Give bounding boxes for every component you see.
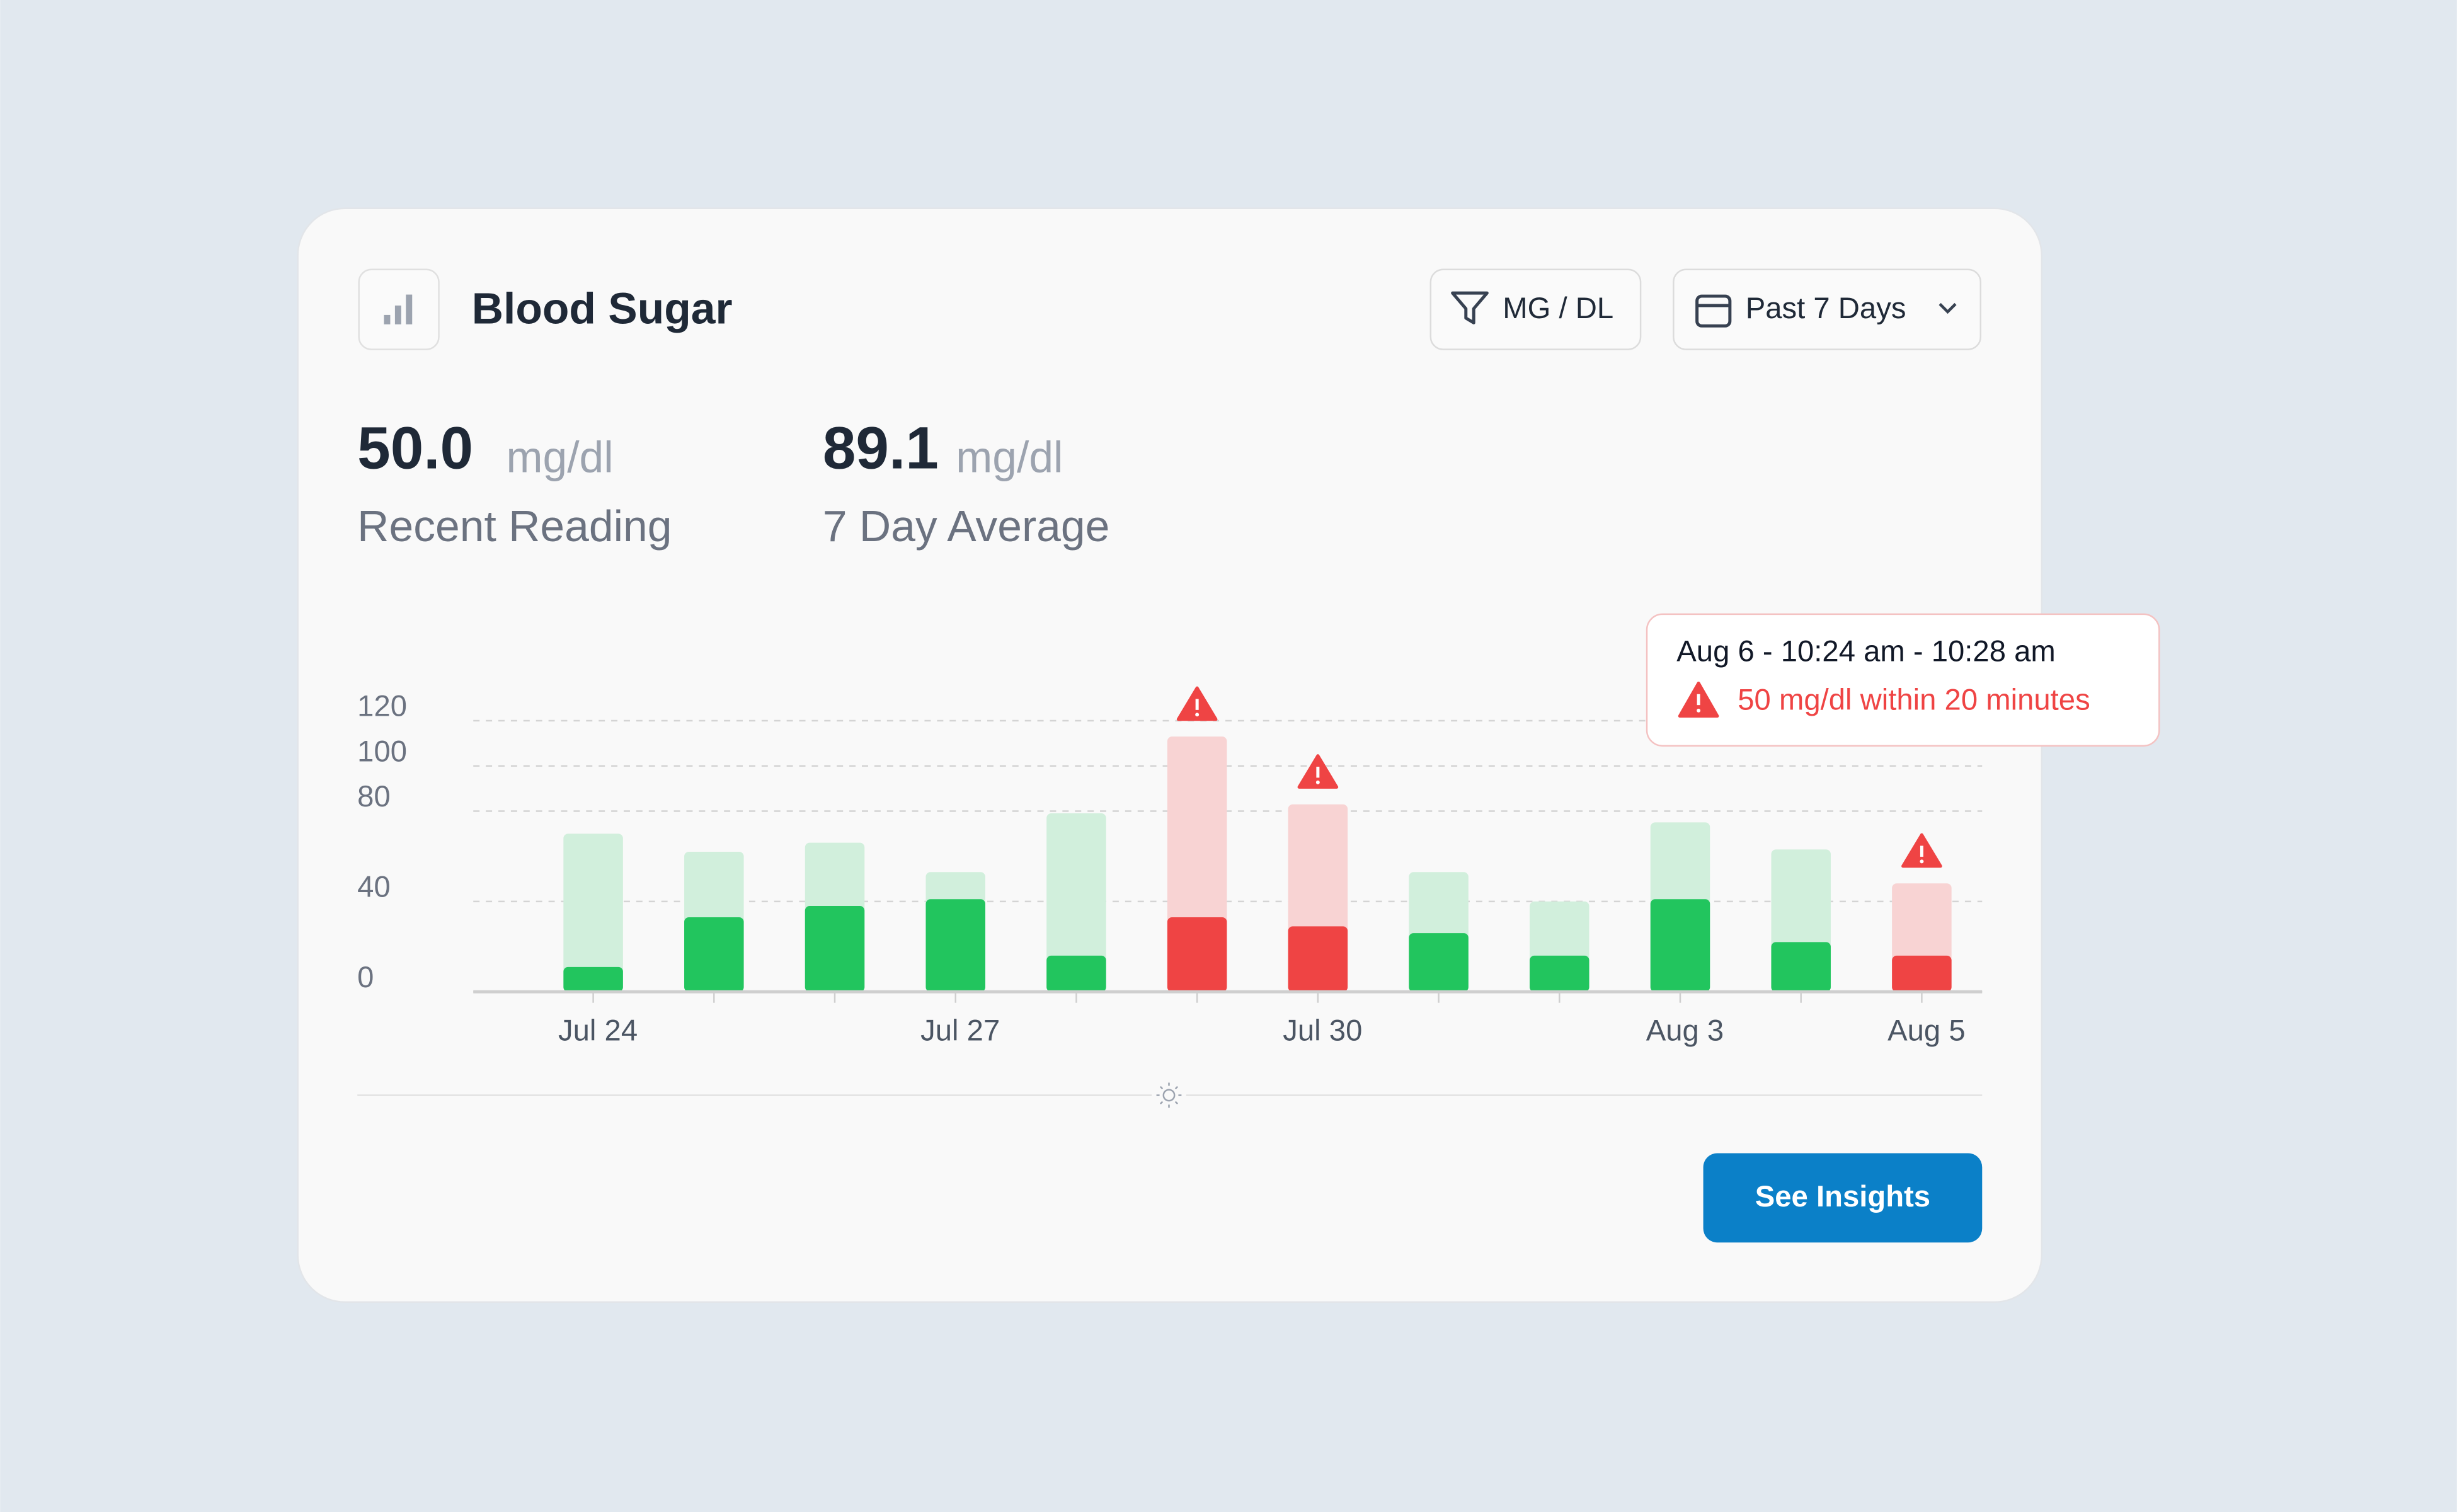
stat-label: 7 Day Average [823,501,1109,551]
bar [1046,813,1106,992]
see-insights-button[interactable]: See Insights [1703,1153,1983,1243]
bar [1167,917,1227,992]
tooltip-title: Aug 6 - 10:24 am - 10:28 am [1676,635,2055,668]
x-tick-label: Jul 30 [1283,1014,1362,1047]
y-tick-label: 80 [357,780,391,813]
bar [1046,955,1106,992]
tooltip-message: 50 mg/dl within 20 minutes [1738,684,2090,717]
bar [563,966,623,992]
chevron-icon [1939,302,1957,314]
bar [1530,955,1589,992]
range-select[interactable]: Past 7 Days [1673,268,1982,350]
bar [684,917,744,992]
stat-unit: mg/dl [956,433,1063,482]
x-tick-label: Jul 27 [920,1014,1000,1047]
x-tick-label: Aug 3 [1646,1014,1724,1047]
warning-icon-dot [1697,708,1701,713]
tooltip: Aug 6 - 10:24 am - 10:28 am 50 mg/dl wit… [1646,613,2160,747]
tooltip-box [1646,613,2160,747]
y-tick-label: 100 [357,735,407,768]
bar [805,906,865,992]
stat-value: 89.1 [823,415,939,482]
bar [925,899,985,992]
button-box[interactable] [1703,1153,1983,1243]
unit-filter[interactable]: MG / DL [1429,268,1642,350]
bar [563,833,623,992]
y-tick-label: 40 [357,870,391,903]
unit-filter-label[interactable]: MG / DL [1503,292,1613,325]
warning-icon-dot [1315,780,1320,784]
range-select-label[interactable]: Past 7 Days [1746,292,1906,325]
unit-filter-box[interactable] [1429,268,1642,350]
x-tick-label: Jul 24 [558,1014,638,1047]
sun-icon[interactable] [1156,1082,1182,1108]
button-label[interactable]: See Insights [1755,1180,1930,1213]
stat-value: 50.0 [357,415,473,482]
y-tick-label: 120 [357,690,407,723]
title: Blood Sugar [472,284,733,333]
range-select-box[interactable] [1673,268,1982,350]
filter-icon [1451,291,1489,324]
warning-icon-dot [1195,713,1200,717]
chart: 0 40 80 100 120 Jul 24 Jul 27 Jul 30 Aug 3 Aug 5 [357,686,1983,1047]
bar [1771,942,1831,992]
bar [1650,899,1710,992]
bar [1409,933,1469,992]
bar [1288,926,1348,992]
y-tick-label: 0 [357,961,374,994]
chart-icon-bars [384,294,413,324]
calendar-icon [1695,294,1732,328]
warning-icon-dot [1920,859,1924,864]
stat-unit: mg/dl [506,433,613,482]
bar [1892,955,1952,992]
stat-label: Recent Reading [357,501,672,551]
x-tick-label: Aug 5 [1887,1014,1965,1047]
